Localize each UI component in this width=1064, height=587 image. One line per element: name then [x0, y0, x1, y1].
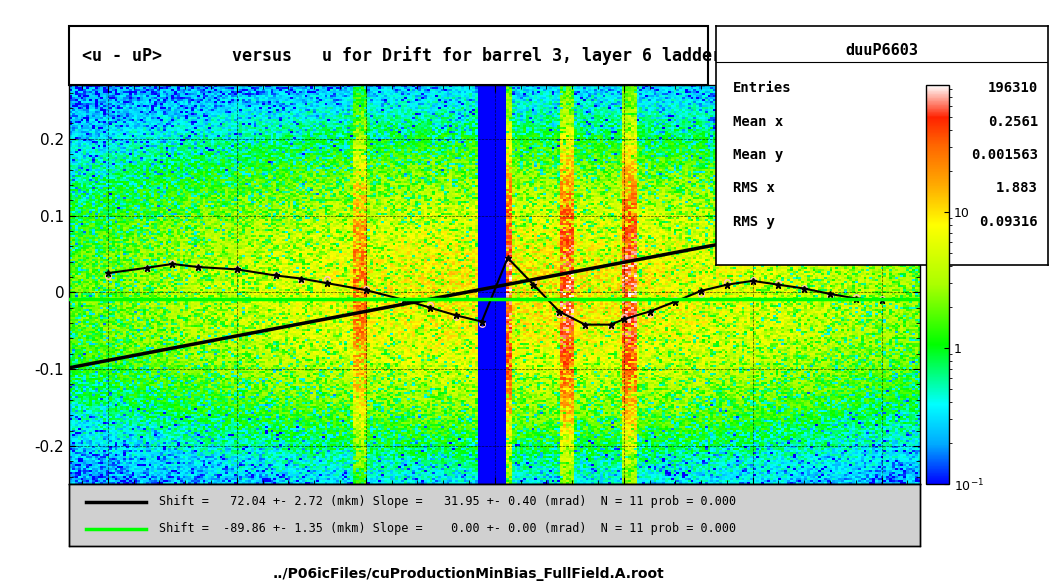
Text: Shift =   72.04 +- 2.72 (mkm) Slope =   31.95 +- 0.40 (mrad)  N = 11 prob = 0.00: Shift = 72.04 +- 2.72 (mkm) Slope = 31.9…	[159, 495, 735, 508]
Text: 196310: 196310	[987, 82, 1038, 95]
Text: duuP6603: duuP6603	[846, 43, 918, 58]
Text: Shift =  -89.86 +- 1.35 (mkm) Slope =    0.00 +- 0.00 (mrad)  N = 11 prob = 0.00: Shift = -89.86 +- 1.35 (mkm) Slope = 0.0…	[159, 522, 735, 535]
Text: RMS y: RMS y	[733, 215, 775, 229]
Text: 1.883: 1.883	[996, 181, 1038, 195]
Text: Mean x: Mean x	[733, 114, 783, 129]
Text: 0.2561: 0.2561	[987, 114, 1038, 129]
Text: Mean y: Mean y	[733, 148, 783, 162]
Text: ../P06icFiles/cuProductionMinBias_FullField.A.root: ../P06icFiles/cuProductionMinBias_FullFi…	[272, 567, 664, 581]
Text: RMS x: RMS x	[733, 181, 775, 195]
Text: <u - uP>       versus   u for Drift for barrel 3, layer 6 ladder 3, wafer 6: <u - uP> versus u for Drift for barrel 3…	[82, 46, 832, 65]
Text: Entries: Entries	[733, 82, 792, 95]
Text: 0.09316: 0.09316	[980, 215, 1038, 229]
Text: 0.001563: 0.001563	[971, 148, 1038, 162]
